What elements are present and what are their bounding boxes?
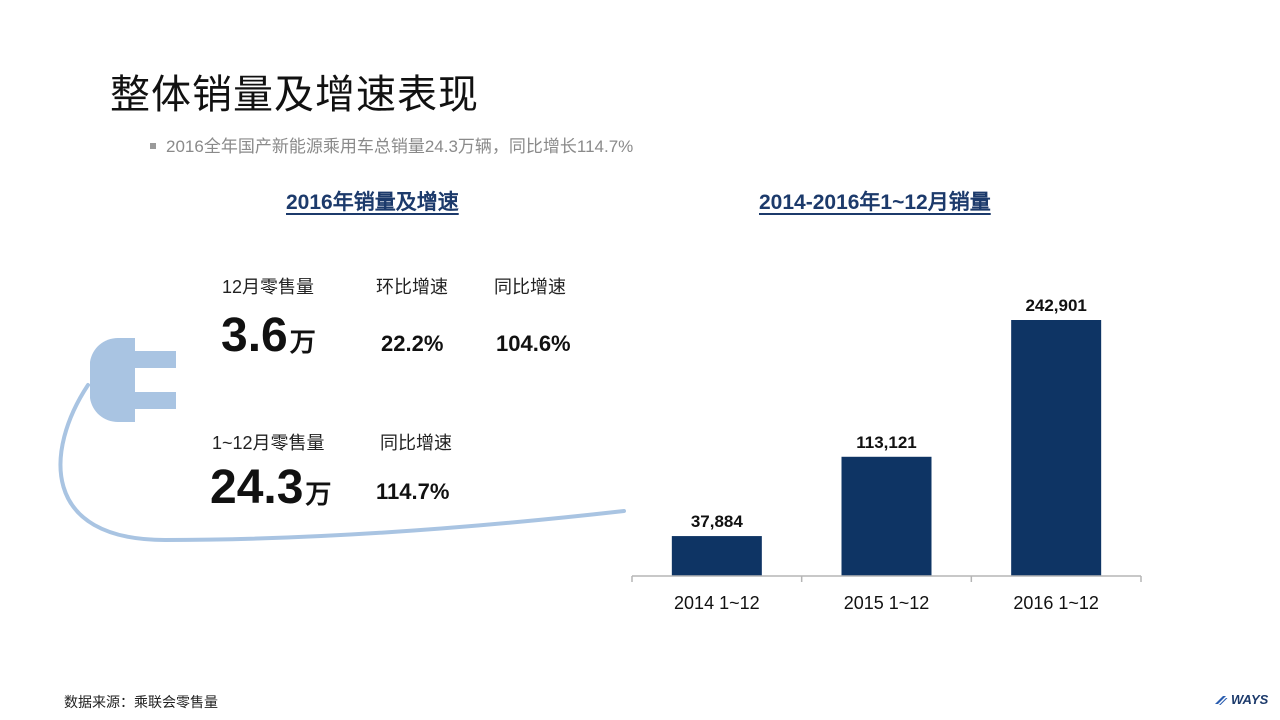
chart-bar <box>841 456 932 576</box>
dec-mom-label: 环比增速 <box>376 277 448 297</box>
bar-value-label: 113,121 <box>856 433 917 452</box>
ways-logo-text: WAYS <box>1231 692 1269 707</box>
summary-text: 2016全年国产新能源乘用车总销量24.3万辆，同比增长114.7% <box>166 137 634 156</box>
annual-yoy-label: 同比增速 <box>380 433 452 453</box>
annual-sales-label: 1~12月零售量 <box>212 433 325 453</box>
chart-title: 2014-2016年1~12月销量 <box>759 191 991 214</box>
x-tick-label: 2014 1~12 <box>674 593 760 613</box>
dec-sales-label: 12月零售量 <box>222 277 315 297</box>
dec-sales-unit: 万 <box>289 327 316 357</box>
annual-sales-value: 24.3万 <box>210 464 331 512</box>
ways-logo-icon <box>1215 695 1228 705</box>
left-section-title: 2016年销量及增速 <box>286 191 459 214</box>
annual-yoy-value: 114.7% <box>376 479 450 504</box>
chart-bar <box>671 536 762 576</box>
summary-bullet: 2016全年国产新能源乘用车总销量24.3万辆，同比增长114.7% <box>150 132 633 157</box>
dec-sales-number: 3.6 <box>221 309 288 362</box>
annual-sales-unit: 万 <box>305 479 332 509</box>
chart-bar <box>1011 320 1102 576</box>
dec-sales-value: 3.6万 <box>221 312 316 360</box>
bullet-marker-icon <box>150 142 156 149</box>
bar-value-label: 242,901 <box>1025 296 1086 315</box>
page-title: 整体销量及增速表现 <box>110 73 479 117</box>
x-tick-label: 2016 1~12 <box>1013 593 1099 613</box>
annual-sales-number: 24.3 <box>210 461 304 514</box>
dec-yoy-value: 104.6% <box>496 331 571 356</box>
x-tick-label: 2015 1~12 <box>844 593 930 613</box>
dec-mom-value: 22.2% <box>381 331 444 356</box>
bar-value-label: 37,884 <box>691 512 744 531</box>
ways-logo: WAYS <box>1214 692 1268 707</box>
dec-yoy-label: 同比增速 <box>494 277 566 297</box>
data-source-note: 数据来源：乘联会零售量 <box>64 694 218 710</box>
